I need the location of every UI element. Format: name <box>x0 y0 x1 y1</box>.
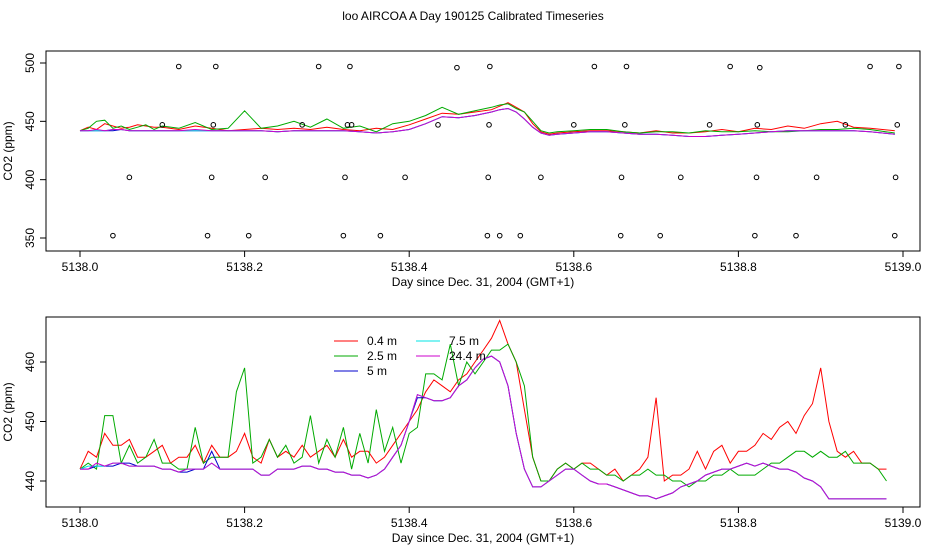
y-tick-label: 400 <box>23 169 37 189</box>
data-point <box>706 122 713 128</box>
data-point <box>210 122 217 128</box>
data-point <box>245 232 252 239</box>
data-point <box>175 63 182 70</box>
x-tick-label: 5138.4 <box>391 516 428 530</box>
data-point <box>591 63 598 70</box>
x-tick-label: 5138.4 <box>391 260 428 274</box>
data-point <box>342 174 348 181</box>
x-axis-label: Day since Dec. 31, 2004 (GMT+1) <box>392 531 574 545</box>
bottom-panel: 5138.0 5138.2 5138.4 5138.6 5138.8 5139.0 440 4… <box>1 316 922 545</box>
data-point <box>622 122 628 128</box>
y-tick-label: 440 <box>23 471 37 491</box>
y-axis-label: CO2 (ppm) <box>1 382 15 441</box>
data-point <box>842 122 849 128</box>
data-point <box>347 63 353 70</box>
series-line-4 <box>80 355 887 500</box>
data-point <box>484 232 491 239</box>
series-line-0 <box>79 102 895 135</box>
series-line-2 <box>80 355 887 500</box>
data-point <box>212 63 219 70</box>
data-point <box>677 174 684 181</box>
x-axis-label: Day since Dec. 31, 2004 (GMT+1) <box>392 275 574 289</box>
series-line-4 <box>80 107 895 137</box>
figure-title: loo AIRCOA A Day 190125 Calibrated Times… <box>342 9 603 23</box>
y-tick-label: 500 <box>23 53 37 73</box>
data-point <box>896 63 902 70</box>
x-tick-label: 5138.2 <box>226 260 263 274</box>
data-point <box>891 232 898 239</box>
series-line-3 <box>79 355 887 500</box>
legend-label: 2.5 m <box>367 349 397 363</box>
data-point <box>892 174 899 181</box>
x-tick-label: 5138.8 <box>720 516 757 530</box>
legend-label: 7.5 m <box>449 334 479 348</box>
y-tick-label: 450 <box>23 111 37 131</box>
data-point <box>485 174 492 181</box>
data-point <box>402 174 408 181</box>
data-point <box>867 63 873 70</box>
legend-label: 24.4 m <box>449 349 486 363</box>
data-point <box>315 63 322 70</box>
data-point <box>538 174 544 181</box>
data-point <box>487 63 493 70</box>
data-point <box>204 232 211 239</box>
x-tick-label: 5138.8 <box>720 260 757 274</box>
data-point <box>340 232 347 239</box>
data-point <box>754 122 761 128</box>
data-point <box>126 174 133 181</box>
data-point <box>727 63 733 70</box>
y-axis-label: CO2 (ppm) <box>1 121 15 180</box>
x-tick-label: 5138.0 <box>62 516 99 530</box>
data-point <box>262 174 268 181</box>
y-tick-label: 450 <box>23 411 37 431</box>
data-point <box>752 232 758 239</box>
data-point <box>208 174 215 181</box>
x-tick-label: 5139.0 <box>885 260 922 274</box>
plot-frame <box>45 316 921 508</box>
data-point <box>486 122 492 128</box>
series-line-1 <box>79 343 887 488</box>
data-point <box>377 232 384 239</box>
data-point <box>657 232 664 239</box>
data-point <box>571 122 577 128</box>
data-point <box>517 232 524 239</box>
data-point <box>159 122 166 128</box>
plot-frame <box>45 50 921 252</box>
data-point <box>756 64 763 71</box>
y-tick-label: 460 <box>23 352 37 372</box>
data-point <box>348 122 355 128</box>
data-point <box>753 174 760 181</box>
data-point <box>623 63 630 70</box>
data-point <box>454 64 460 71</box>
data-point <box>435 122 441 128</box>
x-tick-label: 5138.6 <box>555 260 592 274</box>
data-point <box>618 174 625 181</box>
top-panel: 5138.0 5138.2 5138.4 5138.6 5138.8 5139.0 350 4… <box>1 50 922 289</box>
legend-label: 5 m <box>367 364 387 378</box>
x-tick-label: 5138.2 <box>226 516 263 530</box>
series-line-0 <box>79 319 887 482</box>
series-line-1 <box>79 103 895 134</box>
x-tick-label: 5139.0 <box>885 516 922 530</box>
y-tick-label: 350 <box>23 228 37 248</box>
legend-label: 0.4 m <box>367 334 397 348</box>
data-point <box>894 122 901 128</box>
data-point <box>496 232 503 239</box>
x-tick-label: 5138.6 <box>555 516 592 530</box>
data-point <box>813 174 820 181</box>
x-tick-label: 5138.0 <box>62 260 99 274</box>
data-point <box>793 232 799 239</box>
data-point <box>299 122 306 128</box>
data-point <box>110 232 116 239</box>
data-point <box>617 232 624 239</box>
